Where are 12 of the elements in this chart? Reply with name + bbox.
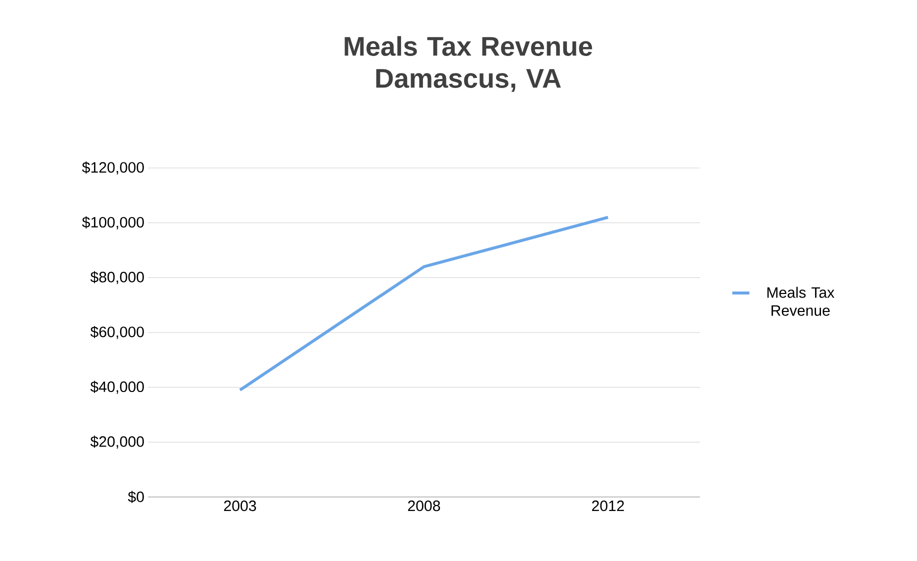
y-tick-label: $100,000 <box>82 216 144 230</box>
y-tick-label: $120,000 <box>82 161 144 174</box>
y-tick-label: $20,000 <box>90 436 144 449</box>
y-tick-label: $0 <box>128 490 144 504</box>
x-tick-label: 2012 <box>592 500 624 512</box>
x-tick-label: 2003 <box>224 500 256 512</box>
y-tick-label: $40,000 <box>90 380 144 394</box>
legend-label: Meals Tax Revenue <box>767 286 834 316</box>
chart-title: Meals Tax Revenue Damascus, VA <box>344 36 592 92</box>
y-tick-label: $60,000 <box>90 326 144 339</box>
y-tick-label: $80,000 <box>90 271 144 284</box>
x-tick-label: 2008 <box>408 500 440 512</box>
